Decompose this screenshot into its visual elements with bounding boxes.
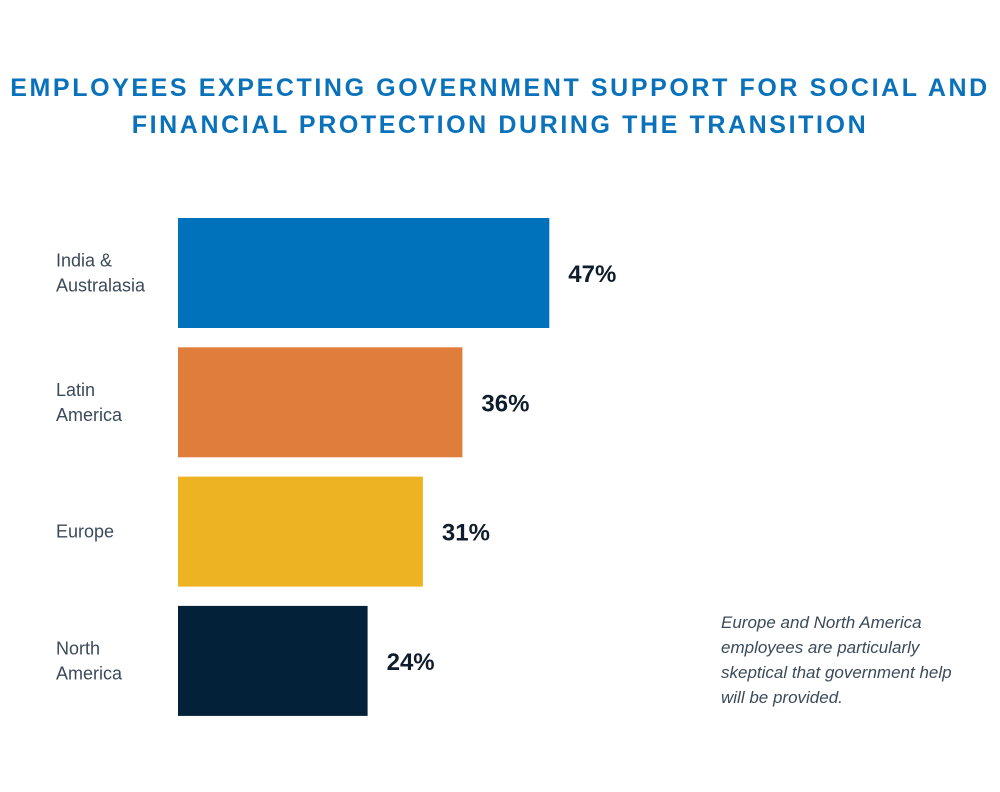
category-label: India & Australasia <box>56 251 146 296</box>
category-label-line: India & <box>56 251 112 271</box>
category-label-line: North <box>56 638 100 658</box>
data-label: 47% <box>568 261 616 288</box>
category-label-line: Australasia <box>56 276 146 296</box>
bar <box>178 476 423 587</box>
category-label: North America <box>56 638 123 683</box>
bar <box>178 347 463 458</box>
category-label-line: Latin <box>56 380 95 400</box>
bar <box>178 218 550 328</box>
category-label-line: Europe <box>56 522 114 542</box>
category-label: Latin America <box>56 380 123 425</box>
chart-title: EMPLOYEES EXPECTING GOVERNMENT SUPPORT F… <box>10 74 990 139</box>
category-label-line: America <box>56 405 123 425</box>
category-label: Europe <box>56 522 114 542</box>
category-label-line: America <box>56 663 123 683</box>
data-label: 24% <box>387 649 435 676</box>
bar <box>178 605 368 716</box>
data-label: 31% <box>442 520 490 547</box>
annotation-note: Europe and North America employees are p… <box>721 613 952 707</box>
data-label: 36% <box>481 390 529 417</box>
